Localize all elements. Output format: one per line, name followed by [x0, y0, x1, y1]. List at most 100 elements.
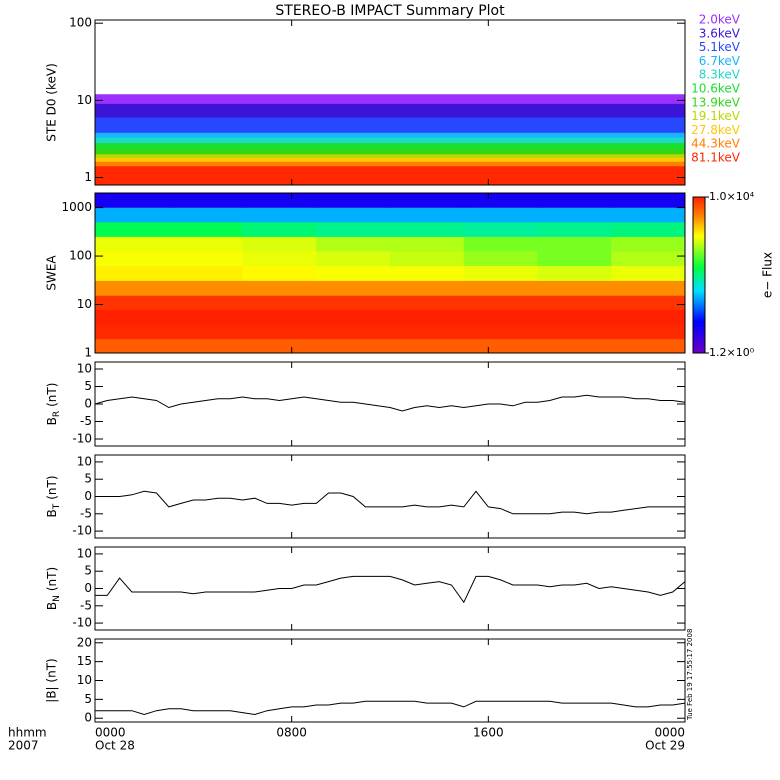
- colorbar: [692, 196, 706, 354]
- field-line: [95, 490, 685, 515]
- panel: 1.0×10⁴ 1.2×10⁰ e− Flux 1 10 100 1000 SWEA: [45, 190, 775, 360]
- legend-entry: 5.1keV: [699, 40, 741, 54]
- flux-cell: [95, 309, 170, 325]
- panel-frame: [94, 546, 686, 631]
- flux-cell: [316, 207, 391, 223]
- colorbar-label: 1.0×10⁴: [709, 190, 755, 203]
- flux-cell: [611, 250, 686, 267]
- y-tick-label: 0: [84, 711, 92, 725]
- flux-cell: [168, 236, 243, 252]
- y-axis-label-main: B: [45, 602, 59, 610]
- y-axis-label-sub: N: [52, 595, 62, 602]
- y-axis-label: |B| (nT): [45, 658, 59, 702]
- flux-cell: [537, 324, 612, 340]
- y-tick-label: 5: [84, 692, 92, 706]
- flux-cell: [316, 295, 391, 311]
- flux-cell: [242, 265, 317, 281]
- legend-entry: 44.3keV: [691, 137, 741, 151]
- legend-entry: 27.8keV: [691, 123, 741, 137]
- legend-entry: 13.9keV: [691, 95, 741, 109]
- field-line: [95, 575, 686, 604]
- y-tick-label: 10: [77, 454, 92, 468]
- flux-cell: [95, 280, 170, 296]
- flux-cell: [168, 250, 243, 267]
- y-axis-label-unit: (nT): [45, 475, 59, 499]
- y-tick-label: 1: [84, 346, 92, 360]
- y-tick-label: -5: [80, 414, 92, 428]
- flux-cell: [611, 221, 686, 237]
- flux-cell: [537, 309, 612, 325]
- flux-cell: [168, 280, 243, 296]
- flux-cell: [390, 207, 465, 223]
- y-axis-label-sub: R: [52, 411, 62, 417]
- y-tick-label: 0: [84, 489, 92, 503]
- panel: 2.0keV3.6keV5.1keV6.7keV8.3keV10.6keV13.…: [45, 13, 741, 186]
- panel: -10 -5 0 5 10 BR (nT): [45, 361, 686, 447]
- flux-cell: [463, 207, 538, 223]
- timestamp: Tue Feb 19 17:55:17 2008: [686, 629, 694, 721]
- flux-cell: [537, 236, 612, 252]
- flux-cell: [242, 324, 317, 340]
- title: STEREO-B IMPACT Summary Plot: [275, 3, 505, 19]
- flux-cell: [611, 295, 686, 311]
- flux-cell: [242, 207, 317, 223]
- field-line: [94, 394, 686, 412]
- flux-cell: [537, 193, 612, 208]
- legend-entry: 19.1keV: [691, 109, 741, 123]
- flux-cell: [611, 324, 686, 340]
- flux-cell: [611, 193, 686, 208]
- flux-cell: [95, 193, 170, 208]
- flux-cell: [611, 265, 686, 281]
- y-axis-label: BT (nT): [45, 475, 62, 517]
- y-tick-label: -10: [72, 524, 92, 538]
- panel-frame: [94, 19, 686, 186]
- y-axis-label-main: B: [45, 509, 59, 517]
- y-tick-label: 10: [77, 362, 92, 376]
- flux-cell: [463, 309, 538, 325]
- flux-cell: [390, 338, 465, 354]
- field-line: [95, 700, 686, 716]
- flux-cell: [316, 324, 391, 340]
- flux-cell: [168, 193, 243, 208]
- flux-cell: [611, 309, 686, 325]
- colorbar-label: 1.2×10⁰: [709, 346, 755, 359]
- legend-entry: 10.6keV: [691, 82, 741, 96]
- y-tick-label: 0: [84, 581, 92, 595]
- flux-cell: [390, 324, 465, 340]
- flux-cell: [537, 280, 612, 296]
- y-axis-label: BR (nT): [45, 383, 62, 426]
- y-tick-label: -5: [80, 506, 92, 520]
- flux-cell: [242, 221, 317, 237]
- y-tick-label: 5: [84, 379, 92, 393]
- flux-cell: [168, 309, 243, 325]
- y-tick-label: 5: [84, 564, 92, 578]
- flux-cell: [168, 324, 243, 340]
- y-tick-label: -10: [72, 616, 92, 630]
- x-unit-label: hhmm: [8, 726, 47, 740]
- y-tick-label: 5: [84, 472, 92, 486]
- flux-cell: [537, 295, 612, 311]
- date-label: Oct 28: [95, 739, 135, 753]
- flux-cell: [611, 207, 686, 223]
- flux-cell: [95, 221, 170, 237]
- flux-cell: [95, 324, 170, 340]
- flux-cell: [95, 207, 170, 223]
- y-tick-label: 0: [84, 397, 92, 411]
- flux-cell: [537, 207, 612, 223]
- flux-cell: [537, 250, 612, 267]
- flux-cell: [390, 193, 465, 208]
- flux-cell: [390, 221, 465, 237]
- y-axis-label-unit: (nT): [45, 383, 59, 407]
- y-tick-label: 15: [77, 654, 92, 668]
- flux-cell: [242, 236, 317, 252]
- panel: -10 -5 0 5 10 BT (nT): [45, 454, 686, 539]
- y-tick-label: 20: [77, 635, 92, 649]
- flux-cell: [390, 280, 465, 296]
- flux-cell: [168, 221, 243, 237]
- x-tick-label: 0000: [654, 726, 685, 740]
- y-tick-label: 100: [69, 16, 92, 30]
- flux-cell: [463, 250, 538, 267]
- flux-cell: [463, 221, 538, 237]
- y-tick-label: 10: [77, 673, 92, 687]
- x-tick-label: 1600: [473, 726, 504, 740]
